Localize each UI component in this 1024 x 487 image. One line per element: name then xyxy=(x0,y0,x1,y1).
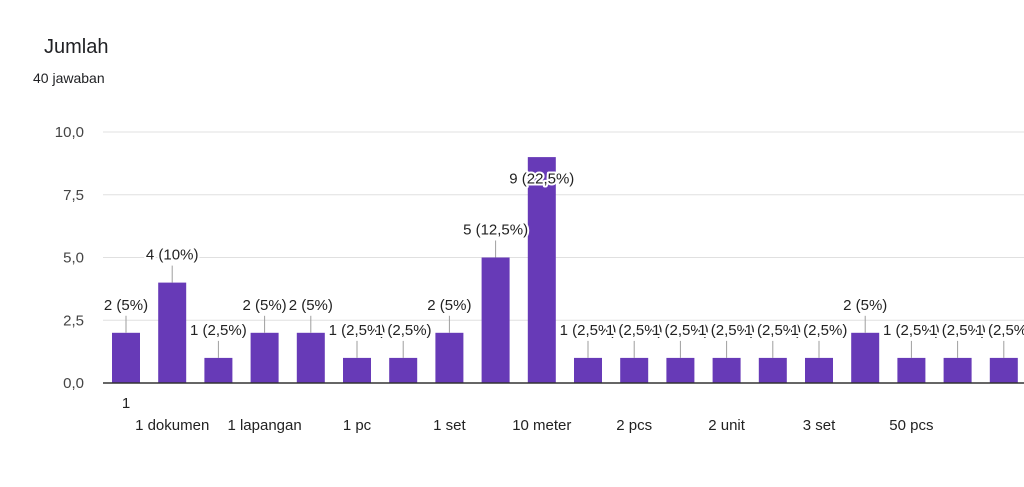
y-tick-label: 10,0 xyxy=(55,124,84,141)
x-tick-label: 1 xyxy=(122,395,130,412)
bar xyxy=(574,357,602,383)
bar xyxy=(204,357,233,383)
data-label: 1 (2,5%) xyxy=(652,322,709,339)
data-label: 1 (2,5%) xyxy=(883,322,940,339)
y-tick-label: 5,0 xyxy=(63,250,84,267)
bar xyxy=(250,332,279,383)
bar xyxy=(805,357,833,383)
data-label: 1 (2,5%) xyxy=(791,322,848,339)
data-label: 2 (5%) xyxy=(843,297,887,314)
bar xyxy=(112,332,140,383)
x-tick-label: 50 pcs xyxy=(889,417,933,434)
x-tick-label: 1 set xyxy=(433,417,466,434)
bar xyxy=(527,157,556,383)
bar xyxy=(989,357,1018,383)
data-label: 2 (5%) xyxy=(104,297,148,314)
data-label: 1 (2,5%) xyxy=(606,322,663,339)
data-label: 2 (5%) xyxy=(289,297,333,314)
bar xyxy=(481,257,510,383)
data-label: 1 (2,5%) xyxy=(329,322,386,339)
data-label: 1 (2,5%) xyxy=(975,322,1024,339)
bar xyxy=(158,282,187,383)
data-label: 9 (22,5%) xyxy=(509,170,574,187)
bar xyxy=(343,357,371,383)
data-label: 2 (5%) xyxy=(427,297,471,314)
bar xyxy=(296,332,325,383)
x-tick-label: 2 unit xyxy=(708,417,746,434)
data-label: 1 (2,5%) xyxy=(929,322,986,339)
data-label: 1 (2,5%) xyxy=(560,322,617,339)
bar xyxy=(851,332,880,383)
x-tick-label: 1 lapangan xyxy=(227,417,301,434)
x-tick-label: 1 pc xyxy=(343,417,372,434)
data-label: 1 (2,5%) xyxy=(698,322,755,339)
bar xyxy=(620,357,649,383)
data-label: 5 (12,5%) xyxy=(463,222,528,239)
data-label: 4 (10%) xyxy=(146,247,199,264)
data-label: 1 (2,5%) xyxy=(375,322,432,339)
bar xyxy=(897,357,926,383)
bar xyxy=(943,357,972,383)
bar xyxy=(758,357,787,383)
response-count: 40 jawaban xyxy=(33,70,105,86)
bar xyxy=(389,357,418,383)
y-tick-label: 0,0 xyxy=(63,375,84,392)
data-label: 1 (2,5%) xyxy=(190,322,247,339)
y-tick-label: 7,5 xyxy=(63,187,84,204)
x-tick-label: 1 dokumen xyxy=(135,417,209,434)
bar xyxy=(435,332,464,383)
x-tick-label: 10 meter xyxy=(512,417,571,434)
chart-title: Jumlah xyxy=(44,36,109,58)
x-tick-label: 2 pcs xyxy=(616,417,652,434)
data-label: 1 (2,5%) xyxy=(744,322,801,339)
bar xyxy=(712,357,741,383)
data-label: 2 (5%) xyxy=(243,297,287,314)
bar xyxy=(666,357,695,383)
y-tick-label: 2,5 xyxy=(63,312,84,329)
x-tick-label: 3 set xyxy=(803,417,836,434)
